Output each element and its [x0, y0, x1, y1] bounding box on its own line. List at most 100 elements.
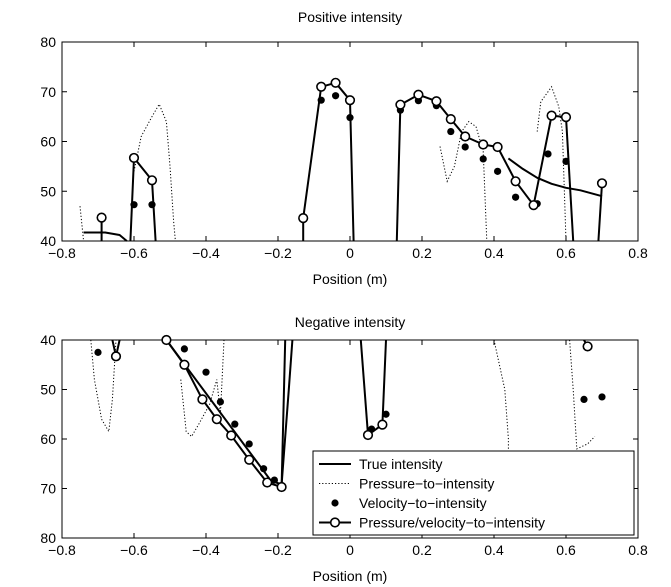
- data-point-pv: [226, 430, 237, 441]
- series-line-pv: [129, 156, 157, 242]
- x-tick-label: −0.8: [48, 542, 76, 558]
- series-true: [83, 157, 603, 242]
- data-point-pv: [460, 131, 471, 142]
- series-pv: [96, 77, 608, 242]
- data-point-pv: [546, 110, 557, 121]
- data-point-pv: [492, 141, 503, 153]
- data-point-pv: [161, 334, 172, 346]
- y-tick-label: 50: [40, 183, 56, 199]
- y-tick-label: 50: [40, 382, 56, 398]
- y-tick-label: 40: [40, 233, 56, 249]
- y-tick-label: 60: [40, 431, 56, 447]
- data-point-pv: [395, 99, 406, 110]
- data-point-pv: [298, 213, 309, 224]
- data-point-pv: [431, 96, 442, 107]
- data-point-pv: [377, 419, 388, 430]
- series-line-pv: [359, 339, 387, 436]
- x-tick-label: 0.4: [484, 245, 504, 261]
- x-tick-label: −0.4: [192, 542, 220, 558]
- data-point-pv: [344, 95, 356, 106]
- series-line-pressure: [133, 103, 176, 242]
- series-line-true: [507, 157, 603, 198]
- y-tick-label: 70: [40, 84, 56, 100]
- x-tick-label: −0.2: [264, 542, 292, 558]
- legend: True intensity Pressure−to−intensity Veloc…: [312, 450, 635, 536]
- legend-label: Pressure−to−intensity: [359, 476, 494, 492]
- data-point-pv: [197, 394, 208, 405]
- data-point-velocity: [382, 410, 390, 418]
- chart-title: Negative intensity: [295, 314, 406, 330]
- data-point-pv: [330, 77, 341, 88]
- data-layer: [79, 77, 608, 242]
- series-line-pv: [302, 81, 355, 242]
- series-line-pressure: [536, 85, 567, 242]
- data-point-pv: [96, 212, 107, 223]
- data-point-pv: [560, 112, 572, 123]
- series-line-pressure: [493, 339, 509, 454]
- legend-label: Pressure/velocity−to−intensity: [359, 515, 545, 531]
- chart-title: Positive intensity: [298, 9, 402, 25]
- x-tick-label: 0.8: [628, 245, 648, 261]
- x-tick-label: −0.4: [192, 245, 220, 261]
- data-point-velocity: [544, 150, 552, 158]
- data-point-pv: [528, 200, 539, 211]
- data-point-velocity: [598, 393, 606, 401]
- x-tick-label: −0.6: [120, 245, 148, 261]
- x-axis-label: Position (m): [313, 271, 388, 287]
- x-tick-label: 0.2: [412, 542, 432, 558]
- data-point-pv: [211, 414, 222, 425]
- y-tick-label: 70: [40, 481, 56, 497]
- data-point-pv: [413, 89, 424, 100]
- series-line-pressure: [90, 339, 117, 434]
- data-point-pv: [262, 477, 273, 488]
- x-tick-label: 0.6: [556, 542, 576, 558]
- series-line-true: [83, 231, 128, 242]
- data-point-pv: [128, 152, 140, 164]
- legend-swatch-circle: [329, 517, 341, 528]
- data-point-pv: [146, 175, 158, 186]
- data-point-pv: [478, 139, 489, 150]
- y-tick-label: 80: [40, 34, 56, 50]
- x-tick-label: 0: [346, 245, 354, 261]
- x-tick-label: 0.6: [556, 245, 576, 261]
- data-point-pv: [316, 81, 327, 92]
- x-tick-label: −0.6: [120, 542, 148, 558]
- data-layer: [90, 334, 606, 493]
- series-pressure: [79, 85, 567, 242]
- y-tick-label: 80: [40, 530, 56, 546]
- data-point-velocity: [216, 398, 224, 406]
- x-tick-label: 0.4: [484, 542, 504, 558]
- data-point-velocity: [580, 395, 588, 403]
- x-tick-label: −0.8: [48, 245, 76, 261]
- data-point-velocity: [270, 476, 278, 484]
- data-point-pv: [362, 429, 374, 441]
- y-tick-label: 40: [40, 332, 56, 348]
- series-line-pressure: [439, 120, 488, 242]
- legend-label: True intensity: [359, 456, 443, 472]
- data-point-pv: [510, 176, 521, 187]
- legend-box: [312, 450, 635, 536]
- series-line-pressure: [79, 206, 85, 242]
- data-point-velocity: [94, 348, 102, 356]
- data-point-velocity: [479, 155, 487, 163]
- x-tick-label: 0.8: [628, 542, 648, 558]
- y-tick-label: 60: [40, 134, 56, 150]
- data-point-pv: [179, 359, 190, 370]
- data-point-pv: [244, 454, 255, 465]
- series-line-pressure: [569, 339, 596, 450]
- data-point-pv: [276, 481, 287, 493]
- series-pressure: [90, 339, 596, 454]
- data-point-velocity: [494, 167, 502, 175]
- legend-label: Velocity−to−intensity: [359, 495, 487, 511]
- data-point-velocity: [180, 345, 188, 353]
- x-axis-label: Position (m): [313, 568, 388, 584]
- data-point-pv: [110, 351, 122, 362]
- series-line-pressure: [180, 339, 225, 438]
- legend-swatch-dot: [331, 499, 339, 507]
- data-point-pv: [596, 178, 608, 189]
- data-point-velocity: [231, 420, 239, 428]
- data-point-velocity: [202, 368, 210, 376]
- data-point-pv: [445, 114, 456, 125]
- data-point-velocity: [332, 92, 340, 100]
